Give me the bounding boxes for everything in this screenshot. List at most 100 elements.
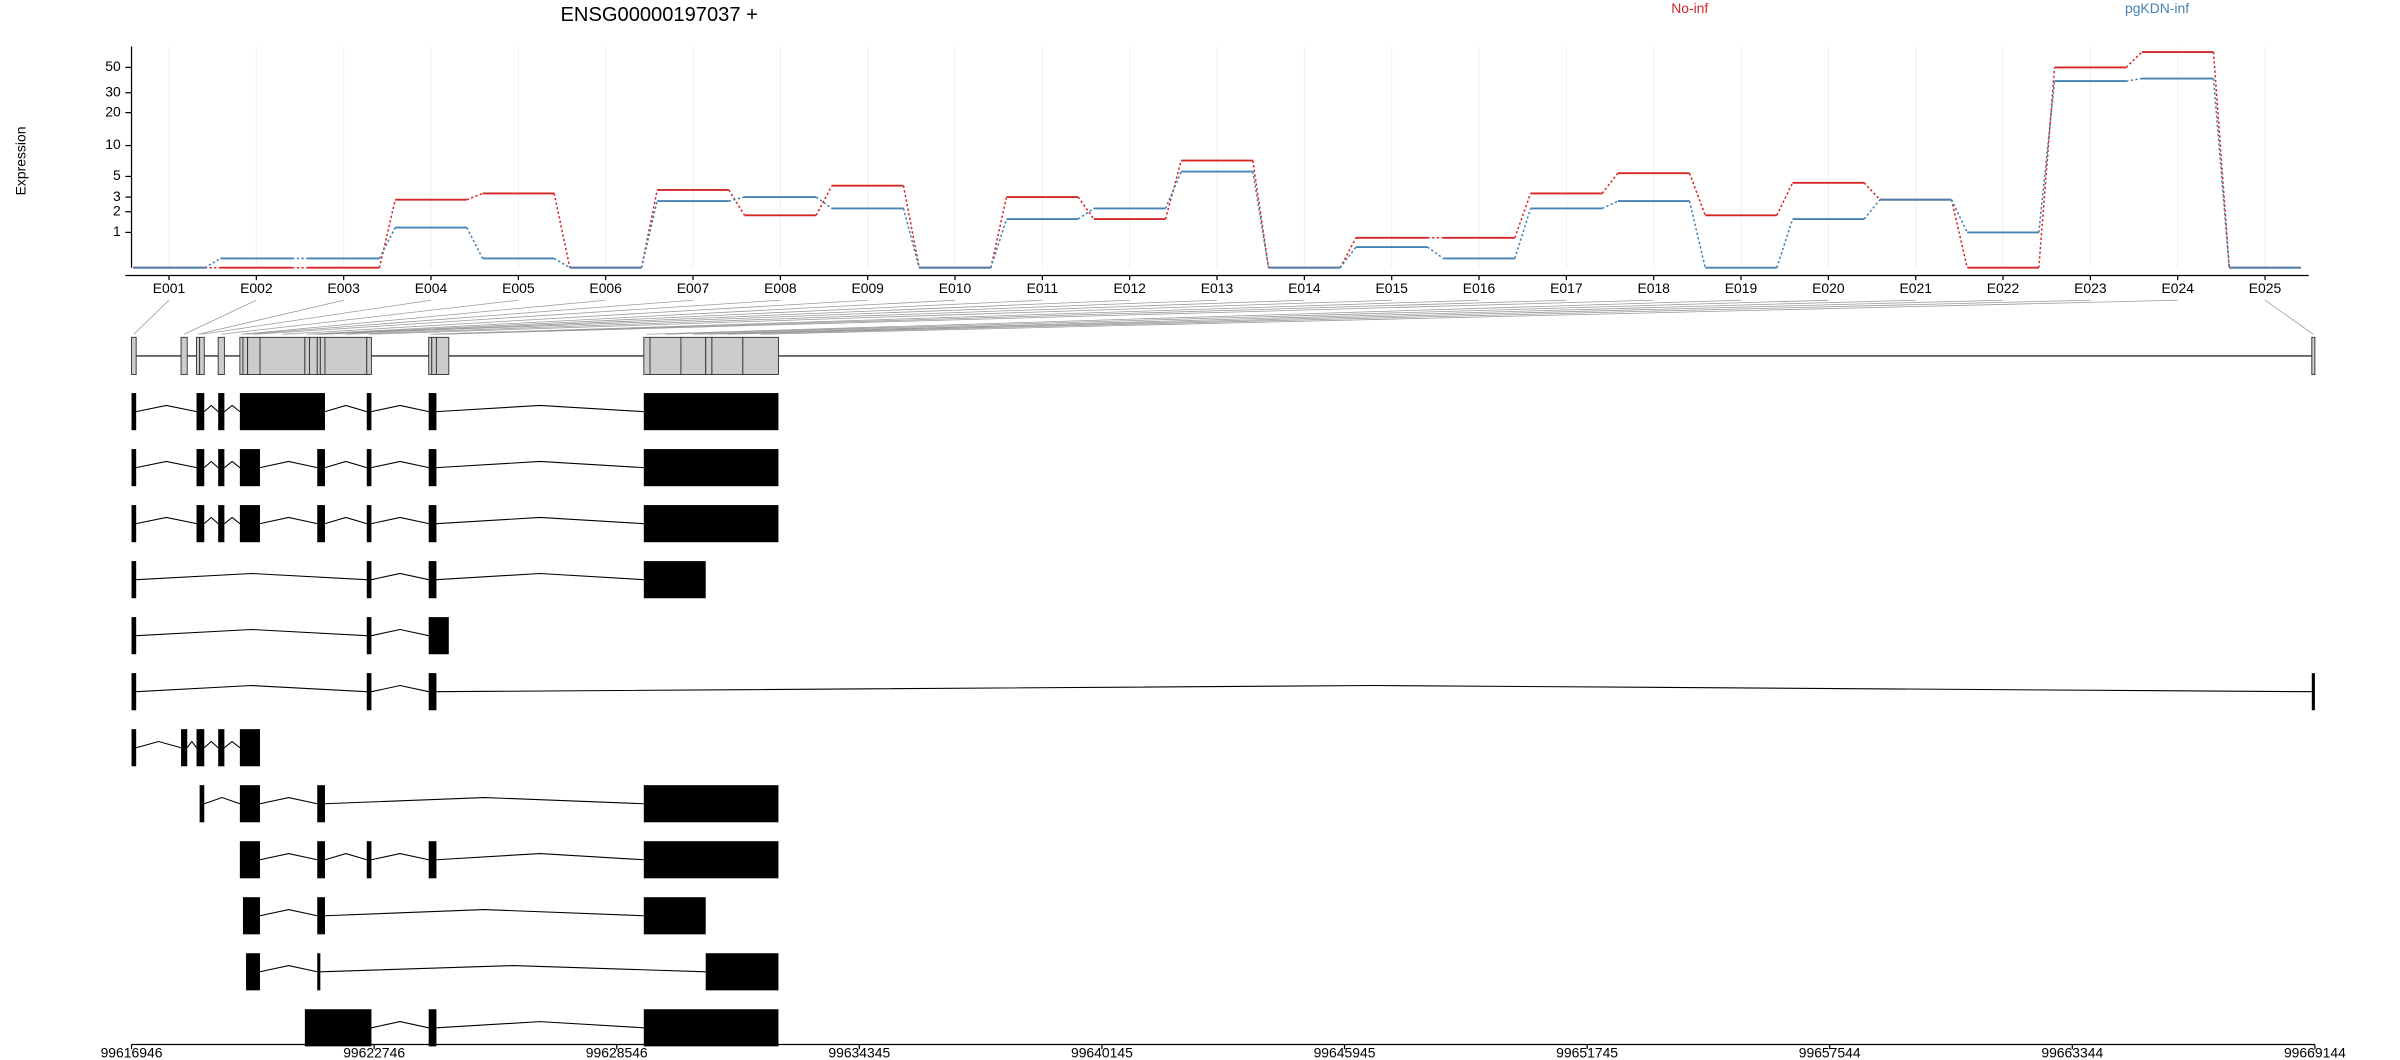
x-tick-label: E016 bbox=[1463, 280, 1496, 296]
connector bbox=[990, 218, 1008, 268]
connector bbox=[728, 189, 746, 216]
intron bbox=[324, 460, 367, 469]
intron bbox=[371, 516, 429, 525]
connector bbox=[1863, 199, 1881, 220]
intron bbox=[186, 740, 197, 749]
exon-bin bbox=[643, 336, 651, 375]
legend-label: No-inf bbox=[1671, 0, 1708, 16]
connector bbox=[1688, 200, 1706, 268]
exon bbox=[199, 785, 205, 823]
intron bbox=[320, 965, 706, 973]
exon bbox=[196, 393, 205, 431]
exon-bin bbox=[242, 336, 249, 375]
intron bbox=[224, 460, 241, 469]
exon-bin bbox=[435, 336, 450, 375]
connector bbox=[2212, 78, 2231, 268]
exon-link bbox=[345, 299, 1305, 335]
exon-bin bbox=[259, 336, 306, 375]
connector bbox=[1252, 171, 1270, 268]
exon bbox=[317, 505, 325, 543]
intron bbox=[204, 796, 241, 805]
exon bbox=[643, 785, 779, 823]
connector bbox=[2212, 51, 2231, 268]
intron bbox=[436, 572, 644, 581]
intron bbox=[324, 516, 367, 525]
exon-bin bbox=[304, 336, 310, 375]
connector bbox=[990, 196, 1008, 268]
connector bbox=[640, 189, 658, 268]
exon-bin bbox=[680, 336, 707, 375]
intron bbox=[203, 460, 219, 469]
exon-link bbox=[434, 299, 1567, 335]
intron bbox=[436, 404, 644, 413]
x-tick-label: E015 bbox=[1375, 280, 1408, 296]
connector bbox=[378, 227, 396, 259]
exon-link bbox=[221, 299, 519, 335]
x-tick-label: 99640145 bbox=[1071, 1044, 1133, 1060]
exon bbox=[643, 393, 779, 431]
exon-bin bbox=[199, 336, 205, 375]
exon-link bbox=[201, 299, 432, 335]
intron bbox=[324, 909, 644, 917]
exon-link bbox=[693, 299, 1916, 335]
exon-link bbox=[665, 299, 1829, 335]
exon-link bbox=[322, 299, 1218, 335]
intron bbox=[259, 909, 318, 917]
intron bbox=[136, 516, 197, 525]
intron bbox=[436, 853, 644, 861]
x-tick-label: E023 bbox=[2074, 280, 2107, 296]
exon-link bbox=[282, 299, 868, 335]
intron bbox=[436, 460, 644, 469]
connector bbox=[1427, 246, 1444, 260]
connector bbox=[466, 192, 483, 201]
exon-link bbox=[183, 299, 257, 335]
exon bbox=[181, 729, 188, 767]
connector bbox=[728, 196, 745, 202]
connector bbox=[204, 257, 221, 269]
intron bbox=[203, 404, 219, 413]
intron bbox=[324, 797, 644, 805]
y-tick-label: 30 bbox=[105, 83, 121, 99]
exon-link bbox=[318, 299, 1130, 335]
exon-bin bbox=[239, 336, 244, 375]
exon bbox=[131, 561, 137, 599]
x-tick-label: E010 bbox=[939, 280, 972, 296]
exon bbox=[239, 785, 260, 823]
x-tick-label: E003 bbox=[327, 280, 360, 296]
intron bbox=[371, 684, 429, 693]
connector bbox=[1950, 199, 1968, 233]
exon bbox=[428, 561, 437, 599]
intron bbox=[371, 404, 429, 413]
intron bbox=[259, 965, 318, 973]
exon bbox=[196, 449, 205, 487]
intron bbox=[136, 740, 182, 749]
exon bbox=[218, 393, 225, 431]
exon bbox=[239, 841, 260, 879]
exon bbox=[304, 1009, 372, 1047]
intron bbox=[224, 516, 241, 525]
exon bbox=[131, 393, 137, 431]
intron bbox=[436, 516, 644, 525]
exon bbox=[428, 505, 437, 543]
exon bbox=[239, 393, 325, 431]
exon bbox=[317, 841, 325, 879]
x-tick-label: E022 bbox=[1987, 280, 2020, 296]
exon bbox=[428, 393, 437, 431]
connector bbox=[1077, 207, 1095, 220]
exon-bin bbox=[428, 336, 433, 375]
exon bbox=[317, 897, 325, 935]
connector bbox=[2038, 81, 2056, 233]
exon bbox=[705, 953, 779, 991]
y-tick-label: 1 bbox=[113, 223, 121, 239]
y-tick-label: 20 bbox=[105, 103, 121, 119]
intron bbox=[203, 740, 219, 749]
exon-link bbox=[253, 299, 781, 335]
exon-bin bbox=[247, 336, 261, 375]
exon bbox=[366, 505, 372, 543]
x-tick-label: E012 bbox=[1113, 280, 1146, 296]
exon-link bbox=[313, 299, 1043, 335]
y-tick-label: 5 bbox=[113, 167, 121, 183]
exon bbox=[643, 897, 706, 935]
connector bbox=[902, 208, 920, 268]
